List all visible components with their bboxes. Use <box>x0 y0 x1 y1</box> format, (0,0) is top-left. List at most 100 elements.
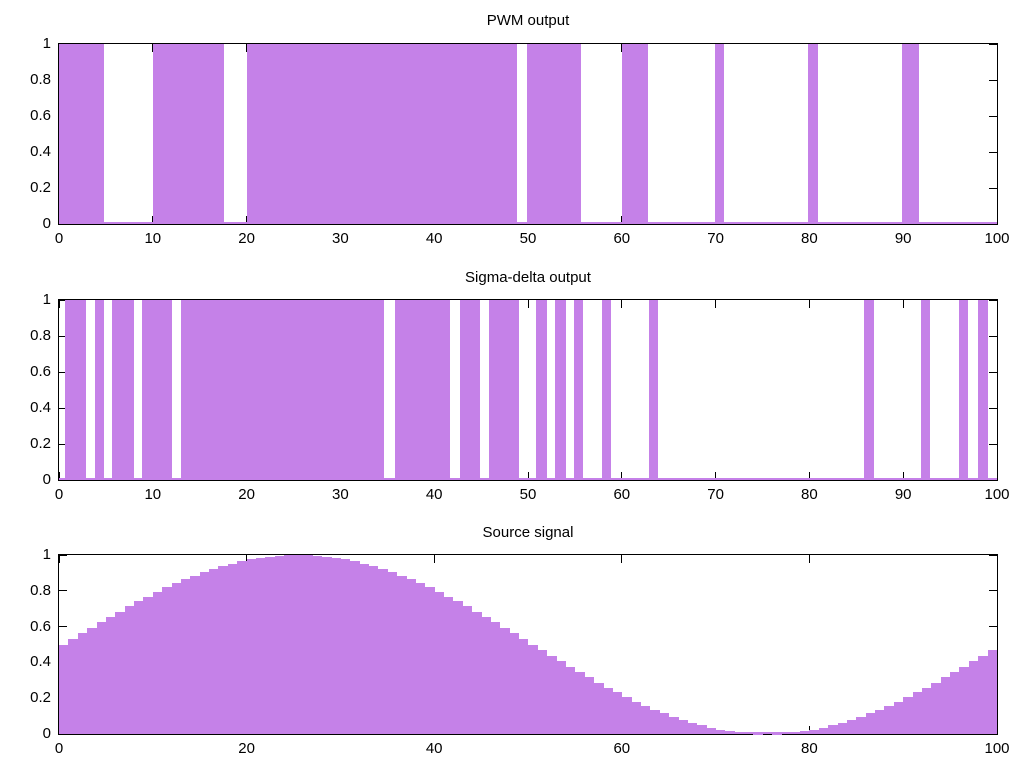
y-tick <box>59 223 67 225</box>
signal-bar <box>142 300 173 480</box>
signal-step <box>631 701 642 734</box>
signal-step <box>734 732 745 734</box>
signal-bar <box>59 44 105 224</box>
y-tick-label: 0.8 <box>30 327 51 344</box>
y-tick-mirror <box>989 223 997 225</box>
signal-step <box>340 559 351 734</box>
x-tick-label: 40 <box>425 486 443 503</box>
y-tick <box>59 443 67 445</box>
signal-step <box>875 709 885 734</box>
x-tick-mirror <box>715 300 717 308</box>
y-tick-label: 0.8 <box>30 71 51 88</box>
signal-step <box>574 672 585 734</box>
x-tick-mirror <box>527 300 529 308</box>
signal-step <box>396 575 407 734</box>
x-tick <box>808 472 810 480</box>
signal-step <box>105 616 116 734</box>
signal-step <box>950 672 960 734</box>
signal-step <box>68 638 79 734</box>
y-tick-mirror <box>989 299 997 301</box>
signal-step <box>743 733 754 734</box>
signal-step <box>968 661 979 734</box>
signal-step <box>199 572 210 734</box>
x-tick-mirror <box>58 300 60 308</box>
signal-step <box>312 555 323 734</box>
y-tick <box>59 590 67 592</box>
x-tick-mirror <box>902 300 904 308</box>
x-tick-label: 40 <box>425 230 443 247</box>
y-tick-label: 0.6 <box>30 107 51 124</box>
signal-step <box>940 677 951 734</box>
y-tick-mirror <box>989 187 997 189</box>
y-tick-label: 0 <box>42 725 51 742</box>
signal-step <box>603 687 613 734</box>
signal-step <box>846 720 857 734</box>
y-tick <box>59 299 67 301</box>
signal-step <box>274 555 285 734</box>
x-tick-label: 0 <box>54 740 64 757</box>
y-tick <box>59 479 67 481</box>
signal-step <box>293 555 304 734</box>
x-tick-label: 50 <box>519 230 537 247</box>
x-tick-label: 70 <box>707 486 724 503</box>
signal-bar <box>921 300 931 480</box>
signal-bar <box>958 300 968 480</box>
y-tick-label: 0.8 <box>30 581 51 599</box>
signal-step <box>696 725 707 734</box>
x-tick <box>996 216 998 224</box>
signal-bar <box>714 44 725 224</box>
signal-step <box>190 575 201 734</box>
y-tick-label: 0.2 <box>30 179 51 196</box>
signal-step <box>865 713 876 734</box>
y-tick-mirror <box>989 407 997 409</box>
x-tick-mirror <box>621 300 623 308</box>
chart-title-source-signal: Source signal <box>482 524 574 541</box>
signal-step <box>471 611 482 734</box>
signal-bar <box>649 300 659 480</box>
signal-step <box>649 709 660 734</box>
signal-bar <box>112 300 135 480</box>
x-tick-label: 100 <box>984 740 1010 757</box>
y-tick-mirror <box>989 115 997 117</box>
x-tick-label: 0 <box>54 486 64 503</box>
signal-bar <box>536 300 547 480</box>
y-tick-mirror <box>989 335 997 337</box>
signal-step <box>237 561 248 734</box>
signal-bar <box>573 300 584 480</box>
signal-step <box>284 555 294 734</box>
signal-step <box>490 622 501 734</box>
signal-step <box>678 720 688 734</box>
signal-step <box>912 692 923 734</box>
chart-title-sigma-delta-output: Sigma-delta output <box>465 269 591 286</box>
signal-step <box>406 579 416 734</box>
signal-step <box>265 556 276 734</box>
signal-step <box>349 561 360 734</box>
signal-step <box>715 729 726 734</box>
signal-step <box>790 732 801 734</box>
x-tick-label: 80 <box>801 486 818 503</box>
signal-step <box>359 563 370 734</box>
signal-step <box>462 606 473 734</box>
x-tick <box>902 472 904 480</box>
pwm-output-plot-area: 0 10 20 30 40 50 60 70 80 90 100 0 0.2 0.4 0.6 0.8 1 <box>30 35 1009 247</box>
signal-bar <box>460 300 481 480</box>
y-tick-mirror <box>989 79 997 81</box>
signal-step <box>668 716 679 734</box>
signal-step <box>921 687 932 734</box>
signal-step <box>621 697 632 734</box>
y-tick-mirror <box>989 733 997 735</box>
y-tick-label: 0.4 <box>30 399 51 416</box>
signal-step <box>387 572 398 734</box>
y-tick-mirror <box>989 43 997 45</box>
signal-bar <box>602 300 612 480</box>
x-tick <box>996 472 998 480</box>
signal-step <box>903 697 914 734</box>
x-tick-label: 60 <box>613 740 631 757</box>
x-tick-label: 30 <box>332 230 349 247</box>
y-tick-label: 0.2 <box>30 435 51 452</box>
signal-step <box>518 638 529 734</box>
signal-bar <box>621 44 649 224</box>
signal-step <box>499 627 510 734</box>
y-tick-mirror <box>989 554 997 556</box>
